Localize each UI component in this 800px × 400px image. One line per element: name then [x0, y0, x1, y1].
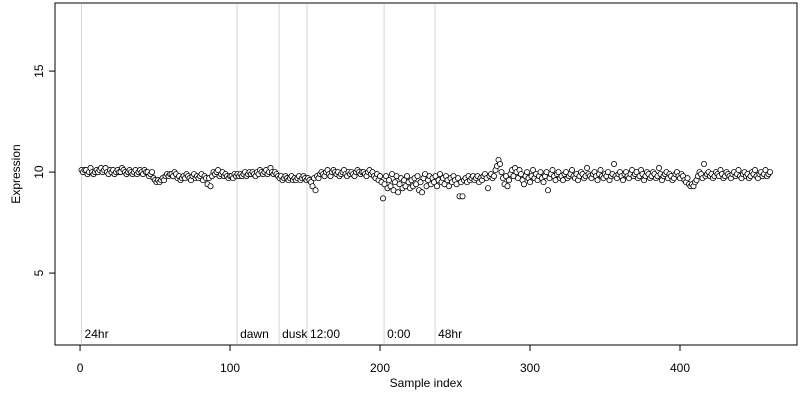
x-tick-label: 400	[670, 361, 690, 375]
data-point	[485, 185, 492, 192]
annotation-label: 48hr	[438, 327, 462, 341]
data-point	[506, 177, 513, 184]
annotation-label: dawn	[240, 327, 269, 341]
data-point	[383, 173, 390, 180]
data-point	[767, 169, 774, 176]
data-point	[446, 183, 453, 190]
data-point	[387, 183, 394, 190]
data-point	[504, 183, 511, 190]
data-point	[491, 173, 498, 180]
x-tick-label: 0	[77, 361, 84, 375]
plot-box	[54, 2, 798, 346]
data-point	[309, 183, 316, 190]
x-tick-label: 200	[370, 361, 390, 375]
data-point	[656, 165, 663, 172]
data-point	[594, 177, 601, 184]
annotation-label: dusk	[282, 327, 308, 341]
data-point	[434, 183, 441, 190]
data-point	[417, 179, 424, 186]
data-point	[419, 189, 426, 196]
x-tick-label: 100	[220, 361, 240, 375]
x-tick-label: 300	[520, 361, 540, 375]
data-point	[620, 177, 627, 184]
data-point	[207, 183, 214, 190]
annotation-label: 24hr	[85, 327, 109, 341]
annotation-label: 0:00	[387, 327, 411, 341]
data-point	[540, 179, 547, 186]
data-point	[437, 171, 444, 178]
y-tick-label: 10	[32, 165, 46, 179]
data-point	[404, 173, 411, 180]
data-point	[414, 173, 421, 180]
data-point	[545, 187, 552, 194]
data-point	[549, 167, 556, 174]
data-point	[701, 161, 708, 168]
data-point	[377, 173, 384, 180]
data-point	[521, 181, 528, 188]
data-point	[597, 167, 604, 174]
data-point	[537, 169, 544, 176]
data-point	[312, 187, 319, 194]
x-axis-label: Sample index	[390, 376, 463, 390]
y-tick-label: 5	[32, 269, 46, 276]
data-point	[497, 161, 504, 168]
data-point	[381, 181, 388, 188]
data-point	[459, 193, 466, 200]
data-point	[524, 169, 531, 176]
data-point	[555, 169, 562, 176]
data-point	[527, 179, 534, 186]
data-point	[380, 195, 387, 202]
data-point	[455, 175, 462, 182]
data-point	[569, 167, 576, 174]
y-axis-label: Expression	[9, 144, 23, 203]
data-point	[752, 167, 759, 174]
data-point	[584, 165, 591, 172]
data-point	[735, 167, 742, 174]
data-point	[498, 169, 505, 176]
data-point	[530, 167, 537, 174]
annotation-label: 12:00	[310, 327, 340, 341]
data-point	[611, 161, 618, 168]
y-tick-label: 15	[32, 64, 46, 78]
data-point	[386, 177, 393, 184]
data-point	[395, 189, 402, 196]
data-point	[396, 181, 403, 188]
data-point	[149, 169, 156, 176]
data-point	[684, 175, 691, 182]
